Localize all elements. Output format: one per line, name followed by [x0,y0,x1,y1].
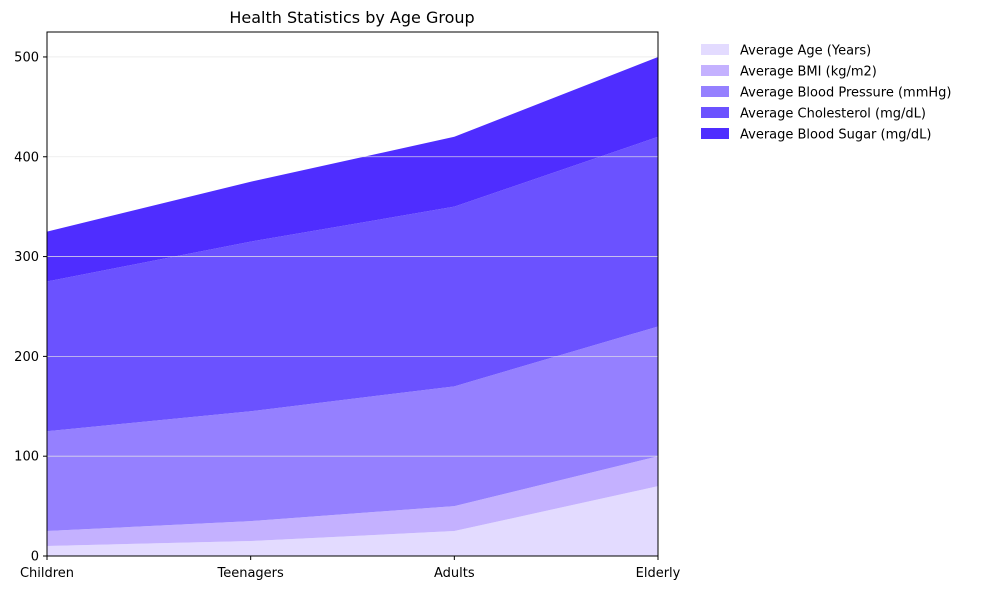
y-tick-label-4: 400 [14,150,39,165]
x-tick-label-2: Adults [434,566,475,581]
legend-swatch-1 [701,44,729,55]
x-tick-label-1: Teenagers [217,566,285,581]
legend-swatch-2 [701,65,729,76]
y-tick-label-2: 200 [14,350,39,365]
legend: Average Age (Years) Average BMI (kg/m2) Av… [701,44,951,143]
legend-label-2: Average BMI (kg/m2) [740,65,877,80]
area-series-1 [47,486,658,556]
area-series-5 [47,56,658,282]
gridlines [47,56,658,457]
y-tick-label-5: 500 [14,50,39,65]
plot-areas [47,56,658,556]
y-tick-label-0: 0 [31,550,39,565]
area-series-3 [47,326,658,532]
y-tick-label-1: 100 [14,450,39,465]
chart-title: Health Statistics by Age Group [229,8,474,27]
y-tick-label-3: 300 [14,250,39,265]
legend-label-3: Average Blood Pressure (mmHg) [740,86,951,101]
x-tick-label-3: Elderly [636,566,681,581]
legend-label-5: Average Blood Sugar (mg/dL) [740,128,931,143]
legend-swatch-3 [701,86,729,97]
area-series-2 [47,456,658,547]
x-axis: Children Teenagers Adults Elderly [20,556,681,581]
legend-label-1: Average Age (Years) [740,44,871,59]
legend-label-4: Average Cholesterol (mg/dL) [740,107,926,122]
area-series-4 [47,136,658,432]
y-axis: 0 100 200 300 400 500 [14,50,47,565]
x-tick-label-0: Children [20,566,74,581]
legend-swatch-4 [701,107,729,118]
plot-frame [46,31,659,557]
legend-swatch-5 [701,128,729,139]
